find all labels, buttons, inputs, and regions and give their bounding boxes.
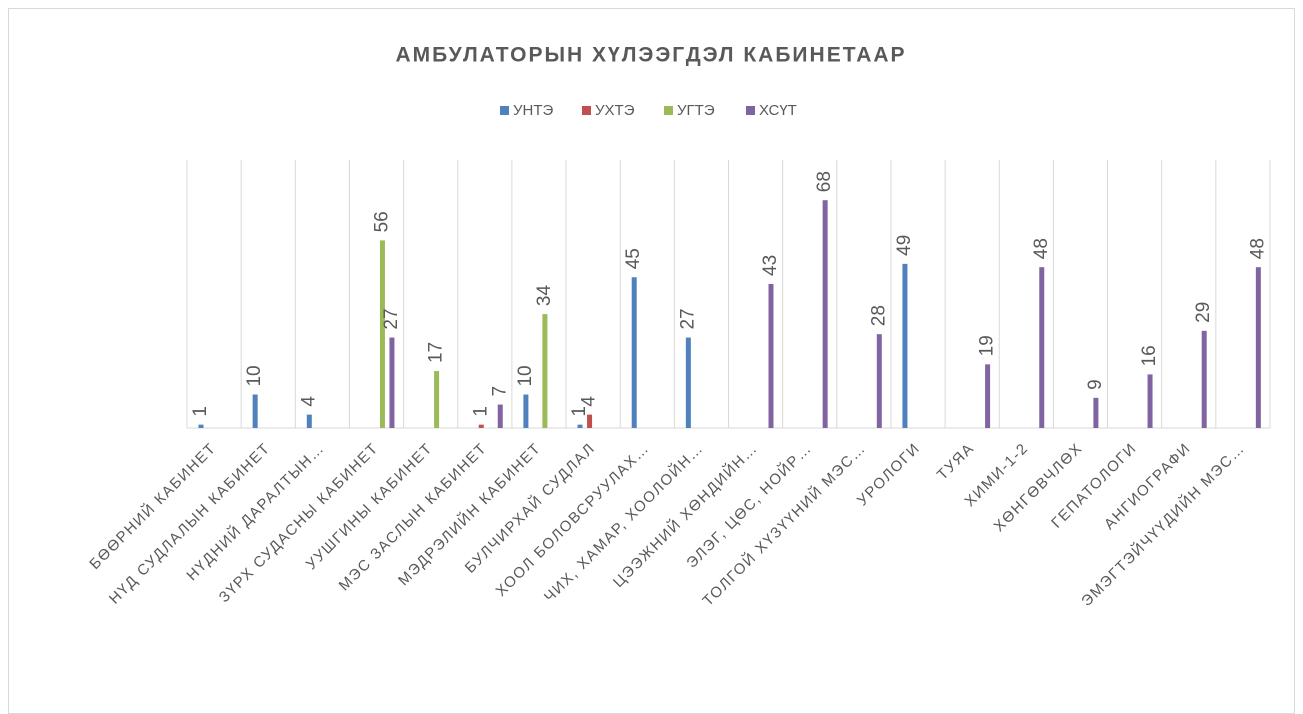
data-label: 16 [1139,345,1160,366]
bar [685,337,691,428]
data-label: 10 [244,365,265,386]
data-label: 48 [1247,238,1268,259]
data-label: 17 [426,342,447,363]
data-label: 34 [534,285,555,307]
data-label: 45 [623,248,644,269]
data-label: 29 [1193,302,1214,323]
bar [1093,397,1099,428]
bar [523,394,529,428]
bar [822,200,828,428]
bar [389,337,395,428]
data-label: 19 [977,335,998,356]
data-label: 28 [868,305,889,326]
bar [497,404,503,428]
data-label: 10 [515,365,536,386]
bar [306,414,312,428]
legend-label: УНТЭ [513,102,554,119]
bar [587,414,593,428]
bar [542,314,548,428]
bar [478,424,484,428]
bar [577,424,583,428]
data-label: 9 [1085,379,1106,390]
bar [876,334,882,428]
bar [902,263,908,428]
bar [379,240,385,428]
data-label: 56 [371,211,392,232]
bar [252,394,258,428]
data-label: 7 [489,386,510,397]
data-label: 49 [894,235,915,256]
legend-swatch [500,106,509,115]
bar [1201,330,1207,428]
data-label: 68 [814,171,835,192]
legend-swatch [582,106,591,115]
bar [1039,267,1045,428]
bar [768,283,774,428]
legend-swatch [746,106,755,115]
bar [1255,267,1261,428]
data-label: 43 [760,255,781,276]
data-label: 27 [381,308,402,329]
data-label: 1 [470,406,491,417]
chart-title: АМБУЛАТОРЫН ХҮЛЭЭГДЭЛ КАБИНЕТААР [395,44,906,67]
bar [1147,374,1153,428]
data-label: 4 [579,396,600,407]
chart-border [8,8,1295,714]
bar [631,277,637,428]
legend-label: УХТЭ [595,102,635,119]
bar [198,424,204,428]
data-label: 1 [569,406,590,417]
data-label: 1 [190,406,211,417]
data-label: 4 [298,396,319,407]
legend-label: УГТЭ [677,102,715,119]
bar [985,364,991,428]
legend-label: ХСҮТ [759,102,797,119]
legend-swatch [664,106,673,115]
bar [434,371,440,428]
data-label: 27 [677,308,698,329]
data-label: 48 [1031,238,1052,259]
